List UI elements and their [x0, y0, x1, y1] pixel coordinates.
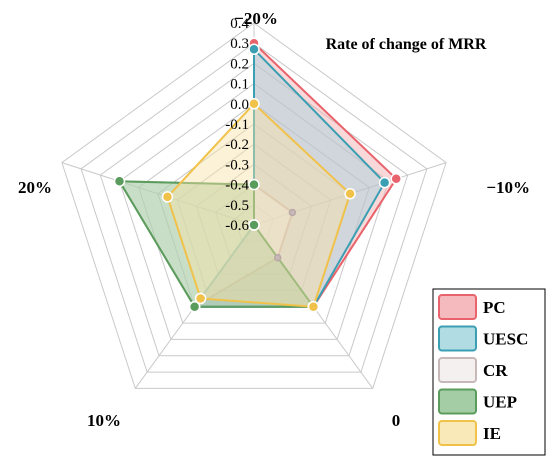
grid-ring — [195, 163, 313, 275]
tick-label: -0.1 — [225, 117, 249, 133]
chart-title: Rate of change of MRR — [326, 36, 487, 53]
tick-label: 0.2 — [230, 56, 249, 72]
series-uep-point — [248, 219, 260, 231]
legend-label-uesc: UESC — [483, 330, 528, 349]
tick-label: 0.4 — [230, 16, 249, 32]
series-ie-point — [307, 300, 320, 313]
series-cr-point — [288, 208, 297, 217]
legend-swatch-uesc — [438, 325, 477, 352]
legend-swatch-cr — [438, 357, 477, 383]
axis-label: 10% — [87, 411, 121, 430]
radial-tick-labels: -0.6 -0.5 -0.4 -0.3 -0.2 -0.1 0.0 0.1 0.2 0.3 0.4 — [225, 16, 249, 234]
tick-label: -0.4 — [225, 178, 249, 194]
legend-label-uep: UEP — [483, 393, 517, 412]
series-ie-point — [344, 188, 356, 200]
series-uep-area — [118, 180, 315, 308]
legend: PC UESC CR UEP IE — [432, 288, 546, 456]
series-uesc-point — [248, 43, 260, 56]
series-pc-point — [390, 173, 402, 185]
series-ie-point — [248, 98, 260, 110]
series-ie-point — [194, 292, 207, 305]
axis-label: −20% — [234, 9, 278, 28]
axis-label: −10% — [486, 178, 530, 197]
legend-swatch-uep — [438, 388, 477, 415]
series-uep-point — [188, 300, 201, 313]
tick-label: -0.3 — [225, 157, 249, 173]
tick-label: -0.5 — [225, 198, 249, 214]
grid-ring — [61, 22, 447, 389]
grid-ring — [176, 143, 332, 291]
legend-swatch-ie — [438, 420, 477, 446]
radar-series — [113, 37, 402, 313]
grid-ring — [138, 103, 370, 324]
grid-ring — [234, 204, 274, 242]
series-ie-point — [161, 191, 174, 203]
tick-label: -0.2 — [225, 137, 249, 153]
axis-spoke — [61, 162, 255, 226]
tick-label: 0.0 — [230, 97, 249, 113]
tick-label: 0.1 — [230, 77, 249, 93]
legend-label-cr: CR — [483, 361, 508, 380]
legend-label-pc: PC — [483, 298, 506, 317]
tick-label: -0.6 — [225, 218, 249, 234]
axis-label: 20% — [18, 178, 52, 197]
legend-label-ie: IE — [483, 424, 501, 443]
grid-ring — [80, 42, 428, 373]
series-uesc-point — [378, 176, 391, 189]
legend-swatch-pc — [438, 294, 477, 320]
axis-labels: −20% −10% 0 10% 20% — [18, 9, 530, 430]
series-uep-point — [248, 178, 260, 191]
series-uep-point — [113, 175, 126, 188]
series-cr-point — [273, 253, 282, 262]
series-ie-area — [166, 102, 352, 308]
tick-label: 0.3 — [230, 36, 249, 52]
grid-ring — [99, 62, 409, 357]
axis-label: 0 — [392, 411, 401, 430]
